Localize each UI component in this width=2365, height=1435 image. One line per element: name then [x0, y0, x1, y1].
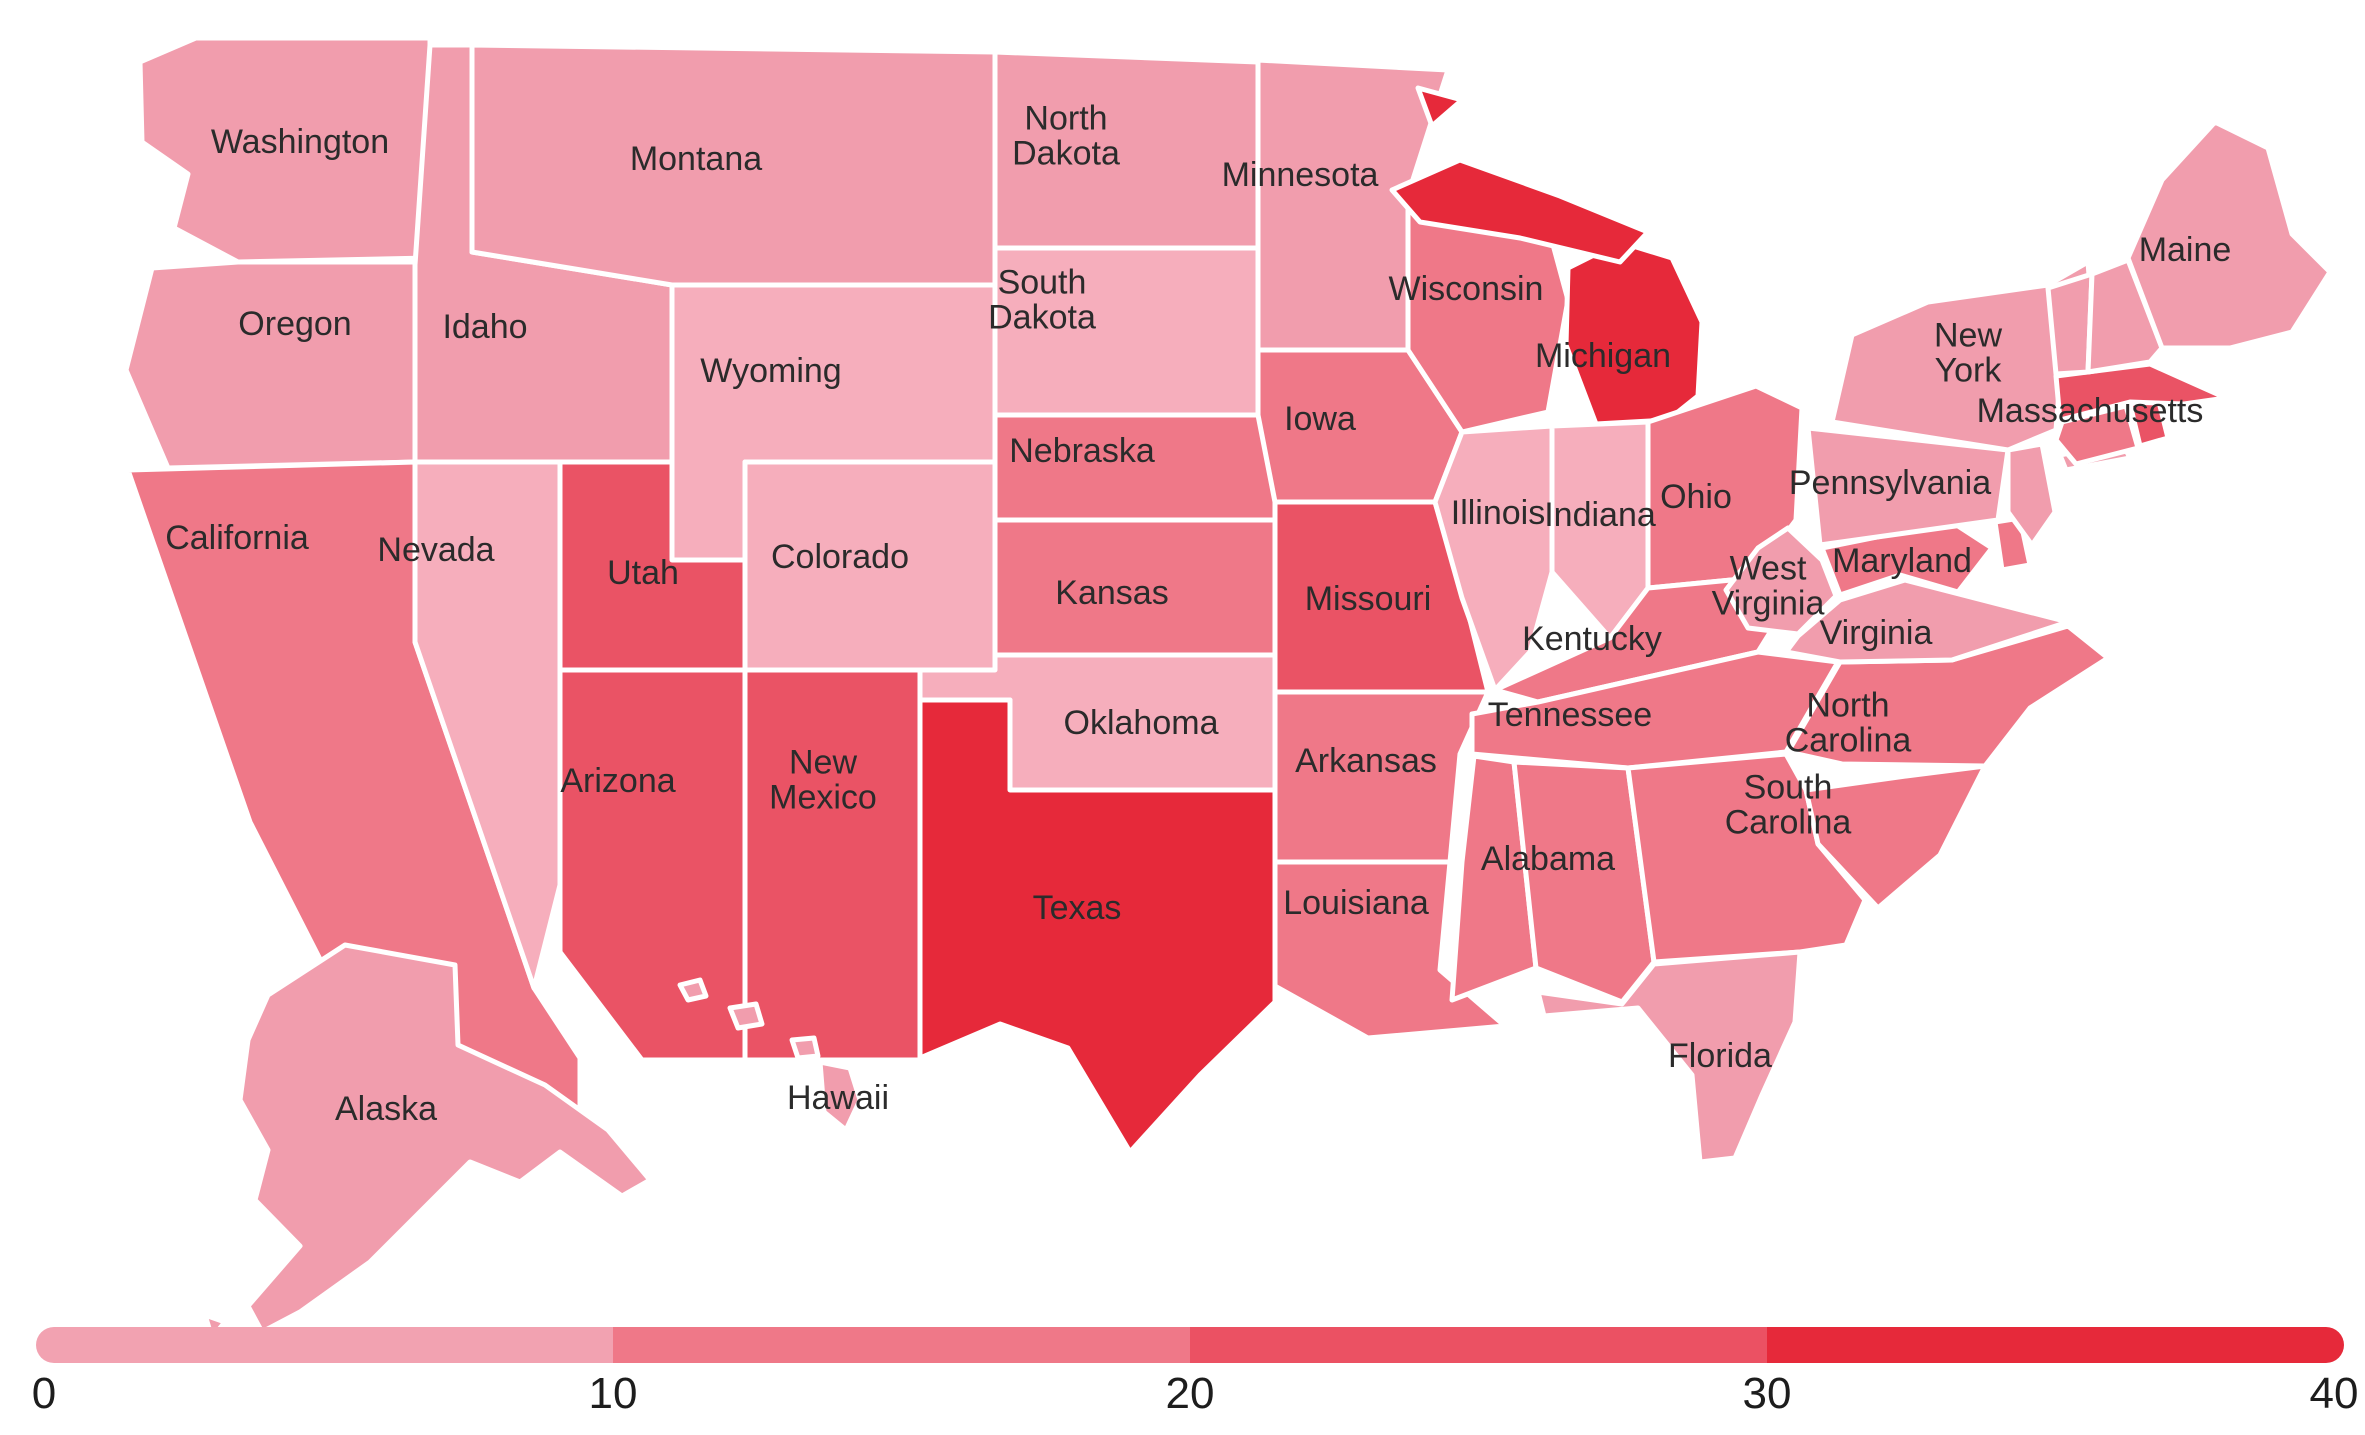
legend-segment-20-30	[1190, 1327, 1768, 1363]
state-michigan[interactable]	[1563, 239, 1705, 427]
legend-tick-40: 40	[2310, 1369, 2359, 1418]
state-hawaii[interactable]	[677, 977, 709, 1003]
state-michigan-part2[interactable]	[1415, 85, 1465, 129]
legend-tick-30: 30	[1743, 1369, 1792, 1418]
state-north-dakota[interactable]	[992, 49, 1261, 251]
legend-tick-10: 10	[589, 1369, 638, 1418]
legend-segment-10-20	[613, 1327, 1191, 1363]
state-arkansas[interactable]	[1272, 689, 1491, 865]
state-alaska[interactable]	[237, 942, 653, 1335]
state-new-mexico[interactable]	[742, 667, 923, 1063]
state-south-dakota[interactable]	[992, 245, 1261, 418]
state-vermont[interactable]	[2045, 271, 2095, 377]
state-nevada[interactable]	[412, 459, 563, 991]
state-mississippi[interactable]	[1449, 753, 1539, 1003]
state-montana[interactable]	[469, 42, 998, 288]
state-hawaii-part2[interactable]	[789, 1035, 821, 1061]
state-washington[interactable]	[137, 35, 433, 265]
state-texas[interactable]	[917, 697, 1278, 1155]
states-layer	[123, 35, 2333, 1359]
legend-tick-20: 20	[1166, 1369, 1215, 1418]
state-nebraska[interactable]	[992, 412, 1278, 523]
state-hawaii-part3[interactable]	[817, 1059, 863, 1133]
state-michigan-part1[interactable]	[1389, 157, 1651, 265]
legend-segment-30-40	[1767, 1327, 2344, 1363]
legend-tick-0: 0	[32, 1369, 56, 1418]
legend-bar: 0 10 20 30 40	[32, 1327, 2359, 1418]
legend-segment-0-10	[36, 1327, 614, 1363]
state-missouri[interactable]	[1272, 499, 1491, 695]
state-new-hampshire[interactable]	[2085, 257, 2165, 375]
state-colorado[interactable]	[742, 459, 998, 673]
state-oregon[interactable]	[123, 259, 418, 471]
state-hawaii-part1[interactable]	[727, 1001, 765, 1031]
state-maine[interactable]	[2125, 119, 2333, 351]
state-new-jersey[interactable]	[2005, 441, 2058, 548]
state-arizona[interactable]	[557, 667, 748, 1063]
state-west-virginia[interactable]	[1723, 525, 1839, 637]
state-virginia[interactable]	[1783, 577, 2071, 665]
state-connecticut[interactable]	[2053, 403, 2141, 467]
state-south-carolina[interactable]	[1803, 763, 1988, 911]
state-florida[interactable]	[1535, 949, 1803, 1165]
state-kansas[interactable]	[992, 517, 1278, 658]
state-louisiana[interactable]	[1272, 859, 1508, 1041]
state-pennsylvania[interactable]	[1805, 425, 2011, 548]
